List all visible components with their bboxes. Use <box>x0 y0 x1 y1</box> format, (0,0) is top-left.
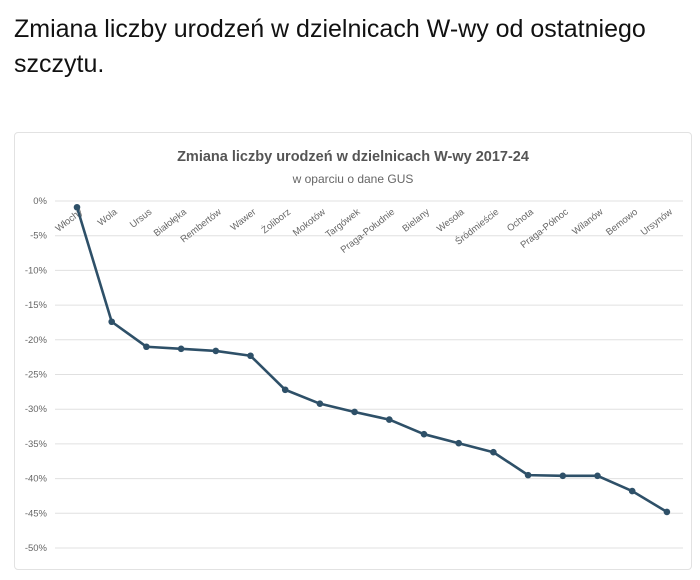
y-tick-label: -25% <box>25 370 48 381</box>
y-tick-label: -30% <box>25 404 48 415</box>
data-point <box>490 448 497 456</box>
data-point <box>108 318 115 326</box>
chart-subtitle: w oparciu o dane GUS <box>292 172 414 186</box>
post-text: Zmiana liczby urodzeń w dzielnicach W-wy… <box>14 15 646 78</box>
y-tick-label: -20% <box>25 335 48 346</box>
x-category-label: Mokotów <box>291 207 328 239</box>
x-category-label: Żoliborz <box>260 207 294 237</box>
data-point <box>212 347 220 355</box>
y-tick-label: -35% <box>25 439 48 450</box>
x-category-label: Ursus <box>128 207 155 231</box>
line-chart: Zmiana liczby urodzeń w dzielnicach W-wy… <box>25 149 683 554</box>
data-point <box>143 343 150 351</box>
x-category-label: Wilanów <box>570 207 605 238</box>
data-point <box>351 408 358 416</box>
y-tick-label: -40% <box>25 474 48 485</box>
y-tick-label: -10% <box>25 265 48 276</box>
x-category-label: Wesoła <box>435 206 467 235</box>
data-point <box>455 439 463 447</box>
y-tick-label: -15% <box>25 300 48 311</box>
data-point <box>628 487 636 495</box>
data-point <box>524 471 532 479</box>
x-category-label: Wawer <box>229 207 259 234</box>
chart-card: Zmiana liczby urodzeń w dzielnicach W-wy… <box>14 132 692 570</box>
series-line <box>75 206 668 514</box>
data-point <box>594 472 601 480</box>
y-tick-label: 0% <box>33 196 47 207</box>
data-point <box>281 386 289 394</box>
data-point <box>247 352 254 360</box>
y-tick-label: -50% <box>25 543 48 554</box>
x-category-label: Ursynów <box>639 207 675 239</box>
chart-title: Zmiana liczby urodzeń w dzielnicach W-wy… <box>177 149 529 165</box>
x-category-label: Bemowo <box>604 207 640 238</box>
data-point <box>73 203 81 211</box>
data-point <box>177 345 185 353</box>
x-category-label: Ochota <box>505 206 536 234</box>
data-point <box>386 416 393 423</box>
data-point <box>559 472 567 480</box>
x-category-label: Wola <box>96 206 120 228</box>
x-category-label: Bielany <box>401 207 433 235</box>
y-tick-label: -45% <box>25 508 48 519</box>
data-point <box>420 430 428 438</box>
y-tick-label: -5% <box>30 231 47 242</box>
data-point <box>316 400 324 407</box>
data-point <box>663 508 671 516</box>
